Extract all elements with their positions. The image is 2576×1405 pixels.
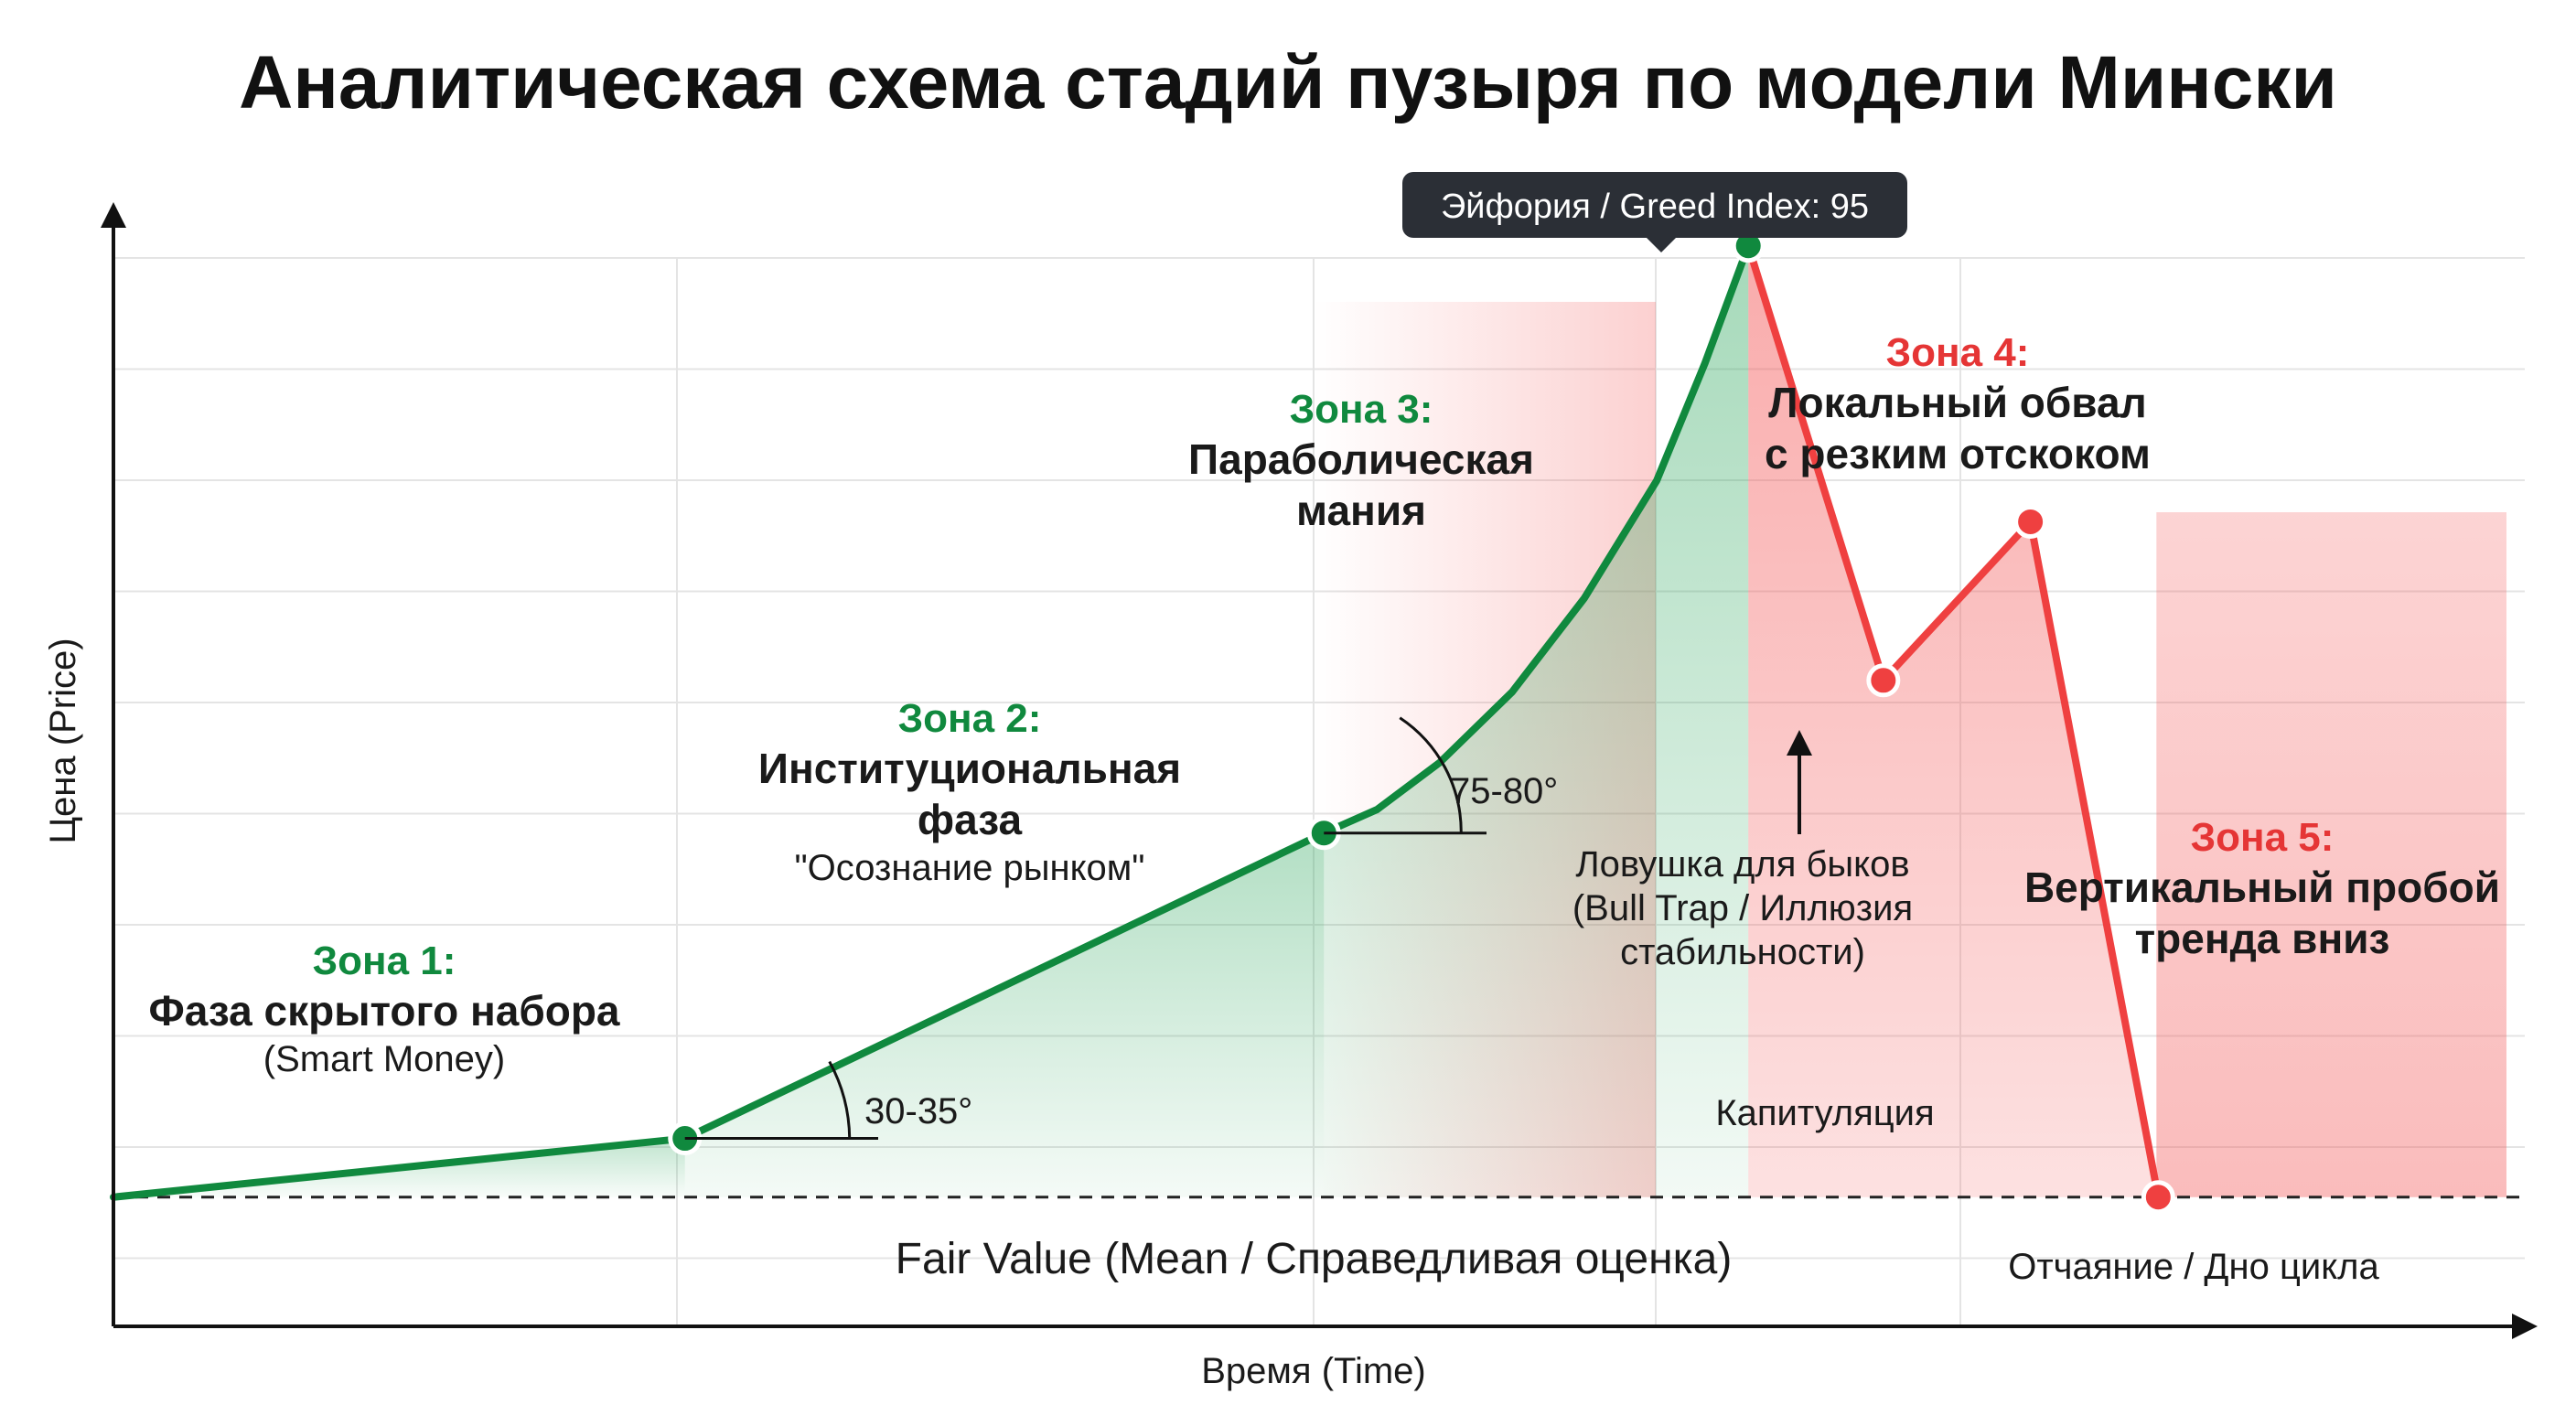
bull-trap-label: стабильности) <box>1620 932 1865 972</box>
key-point-5 <box>2013 504 2048 539</box>
angle-1-label: 30-35° <box>864 1091 972 1132</box>
zone-3-head: Зона 3: <box>1290 387 1433 432</box>
key-points <box>668 229 2175 1215</box>
peak-tooltip-pointer <box>1647 238 1676 252</box>
zone-3-name: Параболическая <box>1188 435 1534 483</box>
zone-4-head: Зона 4: <box>1886 330 2030 375</box>
fall-series-line <box>1744 241 2163 1201</box>
bull-trap-label: Ловушка для быков <box>1575 844 1909 885</box>
zone-5-head: Зона 5: <box>2191 815 2334 860</box>
zone-3-green-area <box>1324 245 1749 1197</box>
zone-1-sub: (Smart Money) <box>263 1039 506 1079</box>
peak-tooltip-text: Эйфория / Greed Index: 95 <box>1441 188 1869 226</box>
peak-tooltip-box <box>1402 172 1907 238</box>
x-axis-label: Время (Time) <box>1201 1351 1426 1391</box>
zone-2-name: Институциональная <box>758 745 1181 792</box>
zone-2-sub: "Осознание рынком" <box>794 848 1144 888</box>
zone-5-red-area <box>2156 512 2506 1197</box>
zone-1-name: Фаза скрытого набора <box>148 987 619 1035</box>
zone-4-name: с резким отскоком <box>1765 430 2151 477</box>
axes: Время (Time) Цена (Price) <box>43 202 2538 1391</box>
y-axis-label: Цена (Price) <box>43 638 83 843</box>
bottom-label: Отчаяние / Дно цикла <box>2008 1247 2379 1287</box>
zone-2-head: Зона 2: <box>898 696 1042 741</box>
chart-title: Аналитическая схема стадий пузыря по мод… <box>239 41 2337 124</box>
rise-series-line <box>110 241 1753 1201</box>
zone-4-red-area <box>1748 245 2159 1197</box>
zone-3-name: мания <box>1296 487 1426 534</box>
fair-value-label: Fair Value (Mean / Справедливая оценка) <box>896 1235 1733 1283</box>
zone-1-head: Зона 1: <box>313 938 456 983</box>
key-point-6 <box>2141 1180 2175 1215</box>
labels: 30-35°75-80°Зона 1:Фаза скрытого набора(… <box>148 172 2500 1287</box>
zone-5-name: Вертикальный пробой <box>2024 863 2500 911</box>
zone-4-name: Локальный обвал <box>1768 379 2147 426</box>
bull-trap-label: (Bull Trap / Иллюзия <box>1572 888 1913 928</box>
angle-2-label: 75-80° <box>1450 771 1558 811</box>
zone-5-name: тренда вниз <box>2135 915 2390 962</box>
capitulation-label: Капитуляция <box>1715 1093 1934 1133</box>
price-lines <box>110 241 2525 1201</box>
zone-2-name: фаза <box>918 796 1023 843</box>
angle-2-arc <box>1399 716 1463 833</box>
key-point-4 <box>1866 663 1901 698</box>
angle-1-arc <box>828 1060 852 1139</box>
